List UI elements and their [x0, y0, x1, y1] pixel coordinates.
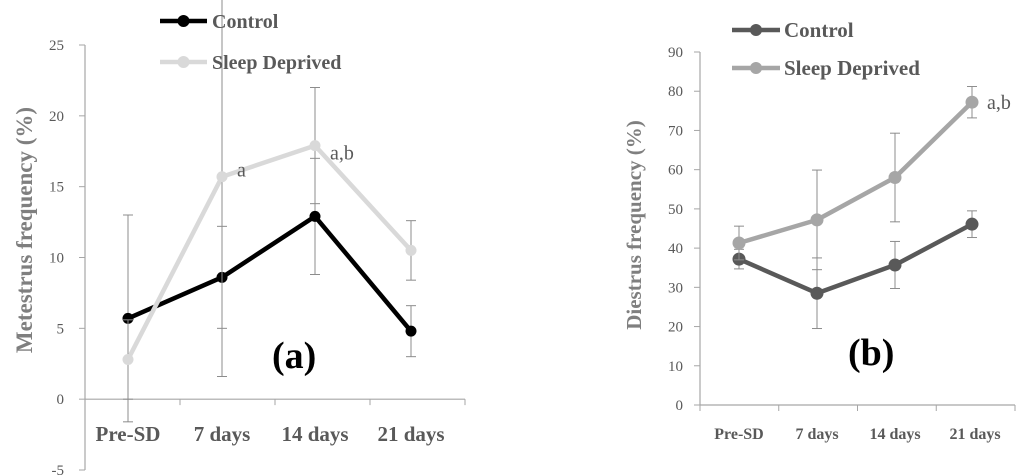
y-tick-label: 20 [49, 109, 64, 125]
data-point [965, 95, 979, 109]
series-line [738, 222, 974, 296]
x-tick-label: 21 days [949, 426, 1000, 443]
x-tick-label: Pre-SD [714, 426, 763, 443]
y-tick-label: 90 [668, 45, 683, 61]
data-point [732, 236, 746, 250]
data-point [216, 171, 228, 183]
y-tick-label: 60 [668, 163, 683, 179]
series-control [732, 210, 979, 330]
data-point [122, 312, 134, 324]
x-tick-label: 21 days [377, 422, 444, 446]
data-point [965, 217, 979, 231]
legend-label: Control [212, 11, 279, 33]
legend-label: Sleep Deprived [784, 56, 920, 80]
legend-label: Sleep Deprived [212, 52, 341, 74]
x-tick-label: 7 days [795, 426, 838, 443]
data-point [122, 354, 134, 365]
legend-label: Control [784, 18, 854, 42]
legend-swatch-marker [750, 24, 762, 36]
y-tick-label: 30 [668, 280, 683, 296]
y-tick-label: -5 [52, 463, 65, 475]
y-tick-label: 80 [668, 84, 683, 100]
x-tick-label: 14 days [869, 426, 920, 443]
y-tick-label: 20 [668, 320, 683, 336]
y-tick-label: 5 [57, 321, 65, 337]
data-point [309, 140, 321, 152]
legend: Control Sleep Deprived [732, 18, 920, 80]
y-axis-title: Diestrus frequency (%) [622, 120, 646, 330]
chart-panel-b: 0 10 20 30 40 50 60 70 80 90 Pre-SD 7 days 14 days 21… [622, 18, 1016, 443]
series-control [122, 157, 417, 423]
y-tick-label: 50 [668, 202, 683, 218]
y-axis-title: Metestrus frequency (%) [12, 107, 37, 353]
series-sleep-deprived [122, 0, 417, 400]
y-tick-label: 25 [49, 38, 64, 54]
x-tick-label: 7 days [194, 422, 251, 446]
y-tick-label: 10 [668, 359, 683, 375]
y-tick-label: 15 [49, 180, 64, 196]
legend-swatch-marker [750, 62, 762, 74]
legend-swatch-marker [177, 15, 190, 27]
panel-label: (b) [848, 332, 894, 374]
series-line [127, 214, 413, 333]
series-line [125, 143, 413, 361]
series-line [738, 100, 974, 246]
significance-annotation: a,b [330, 143, 354, 165]
y-tick-label: 70 [668, 123, 683, 139]
y-tick-label: 0 [676, 398, 684, 414]
legend-swatch-marker [177, 56, 190, 68]
data-point [405, 325, 417, 337]
x-tick-label: 14 days [281, 422, 348, 446]
series-sleep-deprived [732, 86, 979, 271]
y-tick-label: 40 [668, 241, 683, 257]
data-point [309, 210, 321, 222]
significance-annotation: a [237, 160, 246, 182]
panel-label: (a) [272, 335, 316, 377]
data-point [810, 286, 824, 300]
data-point [888, 258, 902, 272]
legend: Control Sleep Deprived [160, 11, 341, 74]
y-tick-label: 0 [57, 392, 65, 408]
y-tick-label: 10 [49, 251, 64, 267]
data-point [810, 213, 824, 227]
chart-panel-a: -5 0 5 10 15 20 25 Pre-SD 7 days 14 days 21 days Me… [12, 0, 466, 475]
data-point [888, 171, 902, 185]
x-tick-label: Pre-SD [96, 422, 161, 446]
significance-annotation: a,b [987, 92, 1011, 114]
data-point [405, 244, 417, 256]
